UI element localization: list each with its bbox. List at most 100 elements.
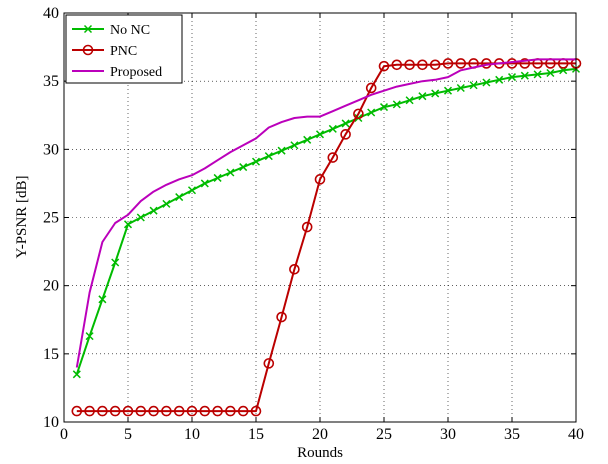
data-point-pnc xyxy=(365,82,377,94)
data-point-no-nc xyxy=(98,295,107,304)
data-point-no-nc xyxy=(546,68,555,78)
data-point-pnc xyxy=(212,405,223,417)
y-axis-label: Y-PSNR [dB] xyxy=(14,176,30,259)
data-point-pnc xyxy=(225,405,236,417)
data-point-no-nc xyxy=(418,92,427,101)
x-tick-label: 25 xyxy=(376,426,392,443)
data-point-pnc xyxy=(455,58,467,69)
x-tick-label: 5 xyxy=(124,426,132,443)
series-line-proposed xyxy=(75,58,576,368)
legend-marker xyxy=(83,24,93,34)
data-point-no-nc xyxy=(123,220,133,229)
legend-item-pnc: PNC xyxy=(72,44,137,59)
data-point-no-nc xyxy=(213,173,222,182)
data-point-pnc xyxy=(84,405,95,417)
y-tick-label: 10 xyxy=(43,414,59,431)
y-axis: 10 15 20 25 30 35 40 xyxy=(43,5,576,431)
data-point-no-nc xyxy=(456,83,465,93)
series-line-no-nc xyxy=(75,67,577,375)
data-point-pnc xyxy=(340,129,351,140)
data-point-pnc xyxy=(148,405,159,417)
x-tick-label: 40 xyxy=(568,426,584,443)
data-point-no-nc xyxy=(136,213,145,222)
data-point-pnc xyxy=(263,358,275,369)
data-point-pnc xyxy=(378,60,390,72)
legend: No NC PNC Proposed xyxy=(65,14,183,84)
data-point-no-nc xyxy=(328,124,337,133)
data-point-pnc xyxy=(250,405,262,417)
data-point-no-nc xyxy=(226,168,235,177)
data-point-pnc xyxy=(404,59,415,71)
data-point-no-nc xyxy=(533,70,542,79)
data-point-pnc xyxy=(429,59,441,71)
data-point-pnc xyxy=(442,58,454,69)
data-point-no-nc xyxy=(367,108,376,117)
y-tick-label: 15 xyxy=(43,346,59,363)
legend-label: PNC xyxy=(110,44,137,59)
x-tick-label: 30 xyxy=(440,426,456,443)
x-tick-label: 10 xyxy=(184,426,200,443)
data-point-no-nc xyxy=(469,81,478,90)
data-point-no-nc xyxy=(251,157,261,166)
y-tick-label: 40 xyxy=(43,5,59,22)
y-tick-label: 25 xyxy=(43,210,59,227)
x-tick-label: 20 xyxy=(312,426,328,443)
data-point-pnc xyxy=(391,59,403,71)
data-point-pnc xyxy=(327,152,339,163)
data-point-no-nc xyxy=(175,193,184,202)
series-no-nc xyxy=(72,64,581,379)
y-tick-label: 20 xyxy=(43,278,59,295)
data-point-no-nc xyxy=(392,100,401,109)
data-point-no-nc xyxy=(303,135,312,144)
y-tick-label: 35 xyxy=(43,73,59,90)
data-point-pnc xyxy=(519,58,531,69)
data-point-no-nc xyxy=(507,73,517,82)
data-point-pnc xyxy=(276,311,287,323)
data-point-pnc xyxy=(353,108,364,120)
data-point-no-nc xyxy=(72,370,81,379)
data-point-pnc xyxy=(97,405,108,417)
data-point-no-nc xyxy=(239,163,248,172)
data-point-no-nc xyxy=(187,186,197,195)
series-proposed xyxy=(75,58,576,368)
data-point-no-nc xyxy=(405,96,414,105)
data-point-no-nc xyxy=(264,152,273,161)
legend-marker xyxy=(82,44,94,56)
data-point-pnc xyxy=(237,405,249,417)
data-point-no-nc xyxy=(495,75,504,84)
data-point-no-nc xyxy=(290,141,299,150)
data-point-no-nc xyxy=(149,206,158,215)
data-point-no-nc xyxy=(277,146,286,155)
data-point-pnc xyxy=(186,405,198,417)
data-point-no-nc xyxy=(200,179,209,188)
data-point-no-nc xyxy=(520,71,529,80)
data-point-no-nc xyxy=(379,103,389,112)
data-point-pnc xyxy=(109,405,121,417)
data-point-pnc xyxy=(314,174,326,185)
data-point-pnc xyxy=(173,405,185,417)
x-tick-label: 0 xyxy=(60,426,68,443)
data-point-pnc xyxy=(71,405,83,417)
data-point-no-nc xyxy=(482,78,491,87)
data-point-pnc xyxy=(199,405,211,417)
data-point-no-nc xyxy=(341,119,350,128)
legend-label: No NC xyxy=(110,23,150,38)
legend-label: Proposed xyxy=(110,65,162,80)
y-tick-label: 30 xyxy=(43,141,59,158)
legend-item-no-nc: No NC xyxy=(72,23,150,38)
x-axis: 0 5 10 15 20 25 30 35 40 xyxy=(60,13,584,443)
data-point-pnc xyxy=(301,221,313,233)
data-point-pnc xyxy=(122,405,134,417)
x-axis-label: Rounds xyxy=(297,445,343,461)
x-tick-label: 15 xyxy=(248,426,264,443)
data-point-no-nc xyxy=(315,130,325,139)
data-point-no-nc xyxy=(85,332,94,341)
series-lines xyxy=(71,58,582,417)
data-point-pnc xyxy=(289,264,300,275)
data-point-no-nc xyxy=(431,89,440,98)
data-point-no-nc xyxy=(443,86,453,95)
data-point-no-nc xyxy=(111,258,120,267)
legend-item-proposed: Proposed xyxy=(72,65,162,80)
data-point-pnc xyxy=(135,405,147,417)
